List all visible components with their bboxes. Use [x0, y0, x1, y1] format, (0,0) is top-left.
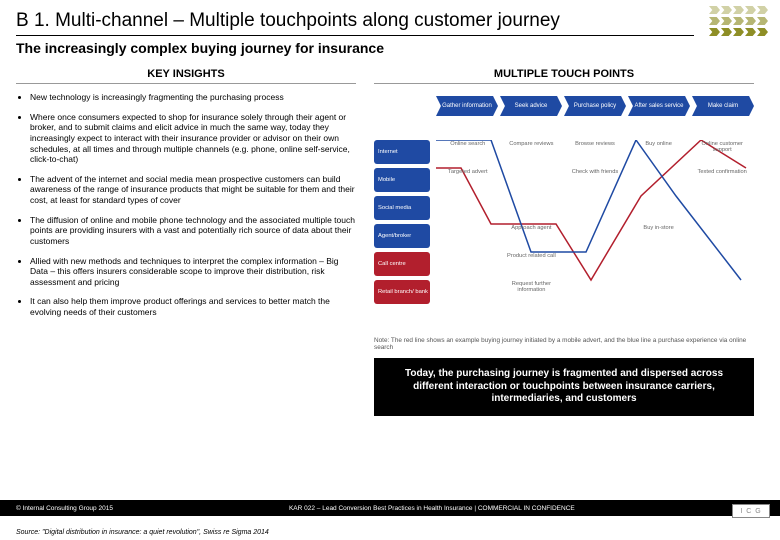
stage-chevron: After sales service: [628, 96, 690, 116]
grid-cell: Online customer support: [690, 140, 754, 168]
grid-cell: Browse reviews: [563, 140, 627, 168]
grid-cell: [690, 252, 754, 280]
insight-item: It can also help them improve product of…: [30, 296, 356, 317]
stage-chevron: Gather information: [436, 96, 498, 116]
grid-cell: Online search: [436, 140, 500, 168]
grid-cell: [563, 196, 627, 224]
grid-cell: [690, 224, 754, 252]
insights-list: New technology is increasingly fragmenti…: [16, 92, 356, 318]
chevron-decoration: [709, 6, 768, 36]
grid-cell: [563, 224, 627, 252]
footer-center: KAR 022 – Lead Conversion Best Practices…: [113, 505, 751, 512]
grid-cell: [500, 196, 564, 224]
slide-title: B 1. Multi-channel – Multiple touchpoint…: [16, 10, 694, 36]
grid-cell: [436, 252, 500, 280]
right-column: MULTIPLE TOUCH POINTS Gather information…: [374, 68, 754, 416]
insight-item: New technology is increasingly fragmenti…: [30, 92, 356, 103]
grid-cell: Product related call: [500, 252, 564, 280]
journey-grid: Online searchCompare reviewsBrowse revie…: [436, 140, 754, 308]
icg-logo: I C G: [732, 504, 770, 518]
slide-subtitle: The increasingly complex buying journey …: [16, 40, 764, 56]
channel-pill: Retail branch/ bank: [374, 280, 430, 304]
grid-cell: Request further information: [500, 280, 564, 308]
content-columns: KEY INSIGHTS New technology is increasin…: [0, 58, 780, 416]
channel-pill: Call centre: [374, 252, 430, 276]
channel-pill: Internet: [374, 140, 430, 164]
channel-pill: Social media: [374, 196, 430, 220]
stage-chevron: Seek advice: [500, 96, 562, 116]
left-column: KEY INSIGHTS New technology is increasin…: [16, 68, 356, 416]
callout-box: Today, the purchasing journey is fragmen…: [374, 358, 754, 416]
channel-pill: Mobile: [374, 168, 430, 192]
footer-left: © Internal Consulting Group 2015: [16, 505, 113, 512]
stage-chevron: Make claim: [692, 96, 754, 116]
grid-cell: Compare reviews: [500, 140, 564, 168]
insight-item: The advent of the internet and social me…: [30, 174, 356, 206]
grid-cell: Buy in-store: [627, 224, 691, 252]
channel-column: Internet Mobile Social media Agent/broke…: [374, 140, 430, 304]
title-bar: B 1. Multi-channel – Multiple touchpoint…: [0, 0, 780, 58]
insight-item: The diffusion of online and mobile phone…: [30, 215, 356, 247]
grid-cell: [627, 280, 691, 308]
grid-cell: [627, 196, 691, 224]
grid-cell: [563, 280, 627, 308]
insight-item: Where once consumers expected to shop fo…: [30, 112, 356, 165]
grid-cell: [627, 252, 691, 280]
grid-cell: [436, 196, 500, 224]
left-heading: KEY INSIGHTS: [16, 68, 356, 84]
right-heading: MULTIPLE TOUCH POINTS: [374, 68, 754, 84]
slide-root: B 1. Multi-channel – Multiple touchpoint…: [0, 0, 780, 540]
channel-pill: Agent/broker: [374, 224, 430, 248]
grid-cell: [500, 168, 564, 196]
grid-cell: Buy online: [627, 140, 691, 168]
grid-cell: [690, 280, 754, 308]
journey-diagram: Gather information Seek advice Purchase …: [374, 92, 754, 352]
grid-cell: Targeted advert: [436, 168, 500, 196]
source-line: Source: "Digital distribution in insuran…: [16, 529, 269, 536]
grid-cell: [436, 280, 500, 308]
grid-cell: [690, 196, 754, 224]
grid-cell: Approach agent: [500, 224, 564, 252]
insight-item: Allied with new methods and techniques t…: [30, 256, 356, 288]
grid-cell: Texted confirmation: [690, 168, 754, 196]
grid-cell: [563, 252, 627, 280]
stage-row: Gather information Seek advice Purchase …: [436, 96, 754, 116]
grid-cell: [627, 168, 691, 196]
diagram-note: Note: The red line shows an example buyi…: [374, 337, 754, 352]
stage-chevron: Purchase policy: [564, 96, 626, 116]
footer-bar: © Internal Consulting Group 2015 KAR 022…: [0, 500, 780, 516]
grid-cell: [436, 224, 500, 252]
grid-cell: Check with friends: [563, 168, 627, 196]
